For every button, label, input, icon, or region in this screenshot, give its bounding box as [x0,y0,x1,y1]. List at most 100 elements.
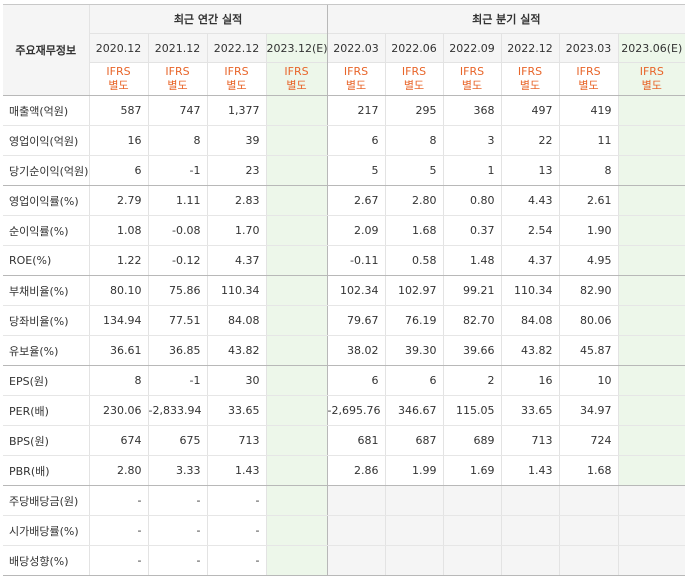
annual-value-cell [265,335,328,366]
annual-value-cell: 8 [147,125,207,156]
quarter-value-cell [500,545,560,576]
quarter-value-cell [384,545,444,576]
quarter-value-cell [326,485,386,516]
ifrs-basis-label: 별도 [519,79,541,92]
row-label-header: 주요재무정보 [3,4,89,96]
ifrs-label: IFRS [401,65,427,78]
quarter-value-cell: 22 [500,125,560,156]
row-label: 순이익률(%) [3,215,89,246]
quarter-value-cell: 43.82 [500,335,560,366]
quarter-value-cell: 39.30 [384,335,444,366]
annual-value-cell: - [147,545,207,576]
quarter-value-cell [617,365,686,396]
quarter-value-cell: 2.54 [500,215,560,246]
table-row: 매출액(억원) 587 747 1,377 217 295 368 497 419 [3,95,686,126]
annual-value-cell: 1.43 [206,455,266,486]
quarter-value-cell [617,515,686,546]
quarter-value-cell: 0.58 [384,245,444,276]
annual-value-cell: 134.94 [88,305,148,336]
annual-value-cell: 77.51 [147,305,207,336]
quarter-value-cell: 0.37 [442,215,502,246]
ifrs-basis-label: 별도 [403,79,425,92]
annual-value-cell: 33.65 [206,395,266,426]
annual-value-cell [265,545,328,576]
ifrs-label: IFRS [576,65,601,78]
row-label: 배당성향(%) [3,545,89,576]
annual-value-cell: 80.10 [88,275,148,306]
quarter-value-cell [617,215,686,246]
annual-value-cell: 587 [88,95,148,126]
annual-value-cell: -2,833.94 [147,395,207,426]
table-row: 당기순이익(억원) 6 -1 23 5 5 1 13 8 [3,155,686,186]
annual-value-cell: 2.83 [206,185,266,216]
financial-summary-table: 주요재무정보 최근 연간 실적 최근 분기 실적 2020.12 2021.12 2… [3,4,686,576]
ifrs-label: IFRS [517,65,543,78]
annual-value-cell: - [88,515,148,546]
row-label: 유보율(%) [3,335,89,366]
annual-value-cell: 75.86 [147,275,207,306]
table-row: BPS(원) 674 675 713 681 687 689 713 724 [3,425,686,456]
annual-value-cell: -1 [147,365,207,396]
annual-period-header: 2022.12 [206,33,266,63]
ifrs-label: IFRS [639,65,664,78]
quarter-period-header: 2023.06(E) [617,33,686,63]
ifrs-label: IFRS [284,65,309,78]
quarter-value-cell: 713 [500,425,560,456]
quarter-value-cell [442,515,502,546]
annual-value-cell: - [88,485,148,516]
row-label: 부채비율(%) [3,275,89,306]
annual-value-cell: 8 [88,365,148,396]
quarter-value-cell: 1.48 [442,245,502,276]
quarter-value-cell: 102.34 [326,275,386,306]
ifrs-label: IFRS [343,65,369,78]
ifrs-basis-cell: IFRS 별도 [384,62,444,96]
ifrs-label: IFRS [106,65,131,78]
quarter-value-cell: 10 [558,365,619,396]
table-row: 시가배당률(%) - - - [3,515,686,546]
quarter-value-cell: 5 [384,155,444,186]
ifrs-basis-cell: IFRS 별도 [206,62,266,96]
quarter-value-cell: 99.21 [442,275,502,306]
row-label: 당좌비율(%) [3,305,89,336]
quarter-value-cell: 33.65 [500,395,560,426]
table-row: ROE(%) 1.22 -0.12 4.37 -0.11 0.58 1.48 4.37 4.95 [3,245,686,276]
annual-value-cell: 43.82 [206,335,266,366]
ifrs-basis-cell: IFRS 별도 [265,62,328,96]
row-label: 주당배당금(원) [3,485,89,516]
table-row: 부채비율(%) 80.10 75.86 110.34 102.34 102.97 99.21… [3,275,686,306]
quarter-value-cell: 102.97 [384,275,444,306]
quarter-value-cell [617,275,686,306]
annual-value-cell: 36.85 [147,335,207,366]
quarter-period-header: 2023.03 [558,33,619,63]
quarter-value-cell: 8 [384,125,444,156]
quarter-value-cell: 84.08 [500,305,560,336]
ifrs-basis-label: 별도 [461,79,483,92]
quarter-value-cell: 1.43 [500,455,560,486]
annual-value-cell: -0.12 [147,245,207,276]
quarter-value-cell [617,485,686,516]
annual-value-cell: 2.80 [88,455,148,486]
quarter-value-cell: 4.43 [500,185,560,216]
ifrs-label: IFRS [459,65,485,78]
quarter-period-header: 2022.03 [326,33,386,63]
annual-period-header: 2021.12 [147,33,207,63]
row-label: 당기순이익(억원) [3,155,89,186]
quarter-value-cell [500,515,560,546]
quarter-value-cell: 1.68 [558,455,619,486]
quarter-value-cell: 45.87 [558,335,619,366]
quarter-value-cell: 217 [326,95,386,126]
quarter-value-cell: 4.37 [500,245,560,276]
annual-value-cell: 2.79 [88,185,148,216]
annual-value-cell: 6 [88,155,148,186]
annual-value-cell: - [88,545,148,576]
quarter-value-cell: 1.90 [558,215,619,246]
annual-value-cell: 674 [88,425,148,456]
annual-value-cell: 4.37 [206,245,266,276]
table-row: 영업이익(억원) 16 8 39 6 8 3 22 11 [3,125,686,156]
quarter-value-cell: 2.86 [326,455,386,486]
quarter-value-cell: 80.06 [558,305,619,336]
quarter-value-cell: 8 [558,155,619,186]
quarter-value-cell: 2 [442,365,502,396]
quarter-value-cell: 6 [384,365,444,396]
quarter-value-cell: -0.11 [326,245,386,276]
